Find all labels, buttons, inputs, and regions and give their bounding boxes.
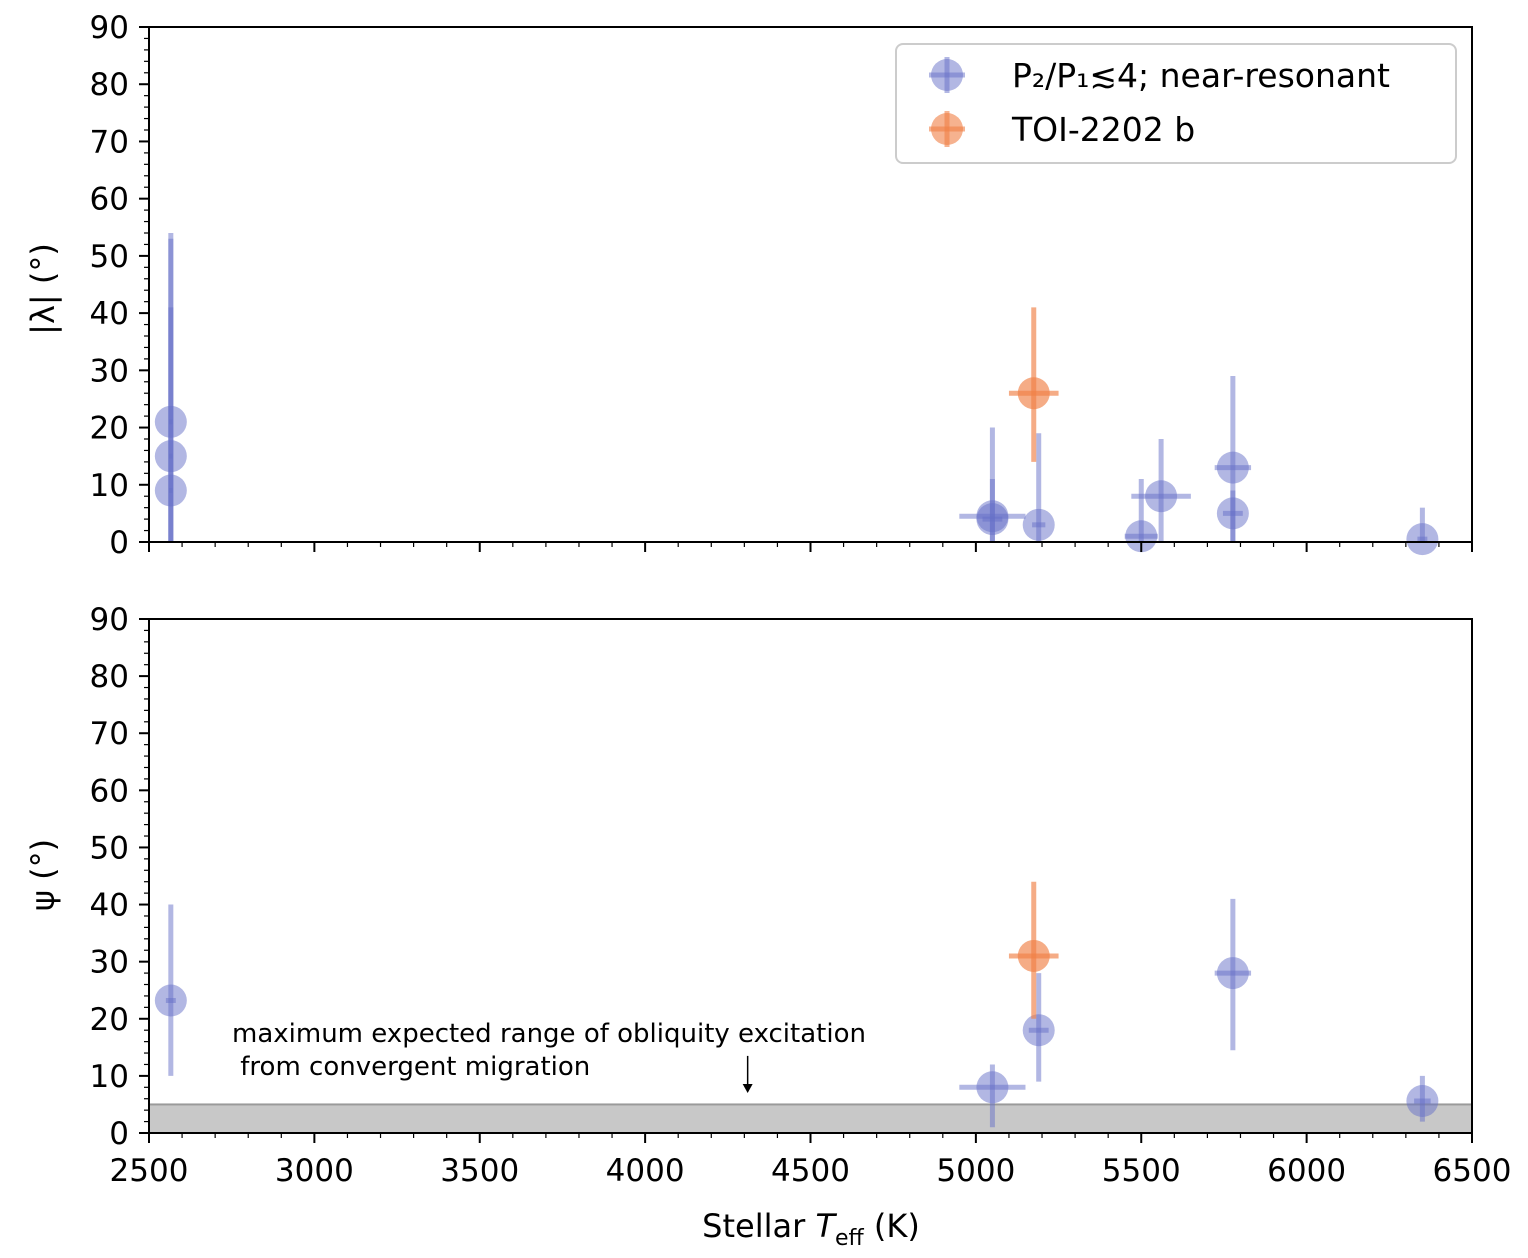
top-y-tick-label: 90	[90, 10, 129, 46]
near-resonant-point	[154, 904, 187, 1076]
legend-marker-near-resonant	[929, 57, 965, 93]
obliquity-excitation-band	[148, 1103, 1473, 1135]
x-tick-label: 4000	[606, 1153, 685, 1189]
near-resonant-point	[1131, 439, 1191, 542]
data-marker	[976, 503, 1009, 536]
data-marker	[1406, 1085, 1439, 1118]
toi-2202b-point	[1008, 307, 1059, 462]
near-resonant-point	[1022, 973, 1055, 1082]
data-marker	[1216, 497, 1249, 530]
legend-label-near-resonant: P₂/P₁≲4; near-resonant	[1012, 56, 1390, 95]
top-y-tick-label: 80	[90, 67, 129, 103]
annotation-line-2: from convergent migration	[232, 1052, 590, 1082]
bottom-y-tick-label: 40	[90, 888, 129, 924]
near-resonant-point	[1406, 507, 1439, 556]
bottom-axis-ticks: 0 10 20 30 40 50 60 70 80 90 2500 3000 3500 4000 4500 5…	[90, 602, 1512, 1189]
legend: P₂/P₁≲4; near-resonant TOI-2202 b	[895, 43, 1457, 164]
data-marker	[154, 984, 187, 1017]
bottom-y-tick-label: 50	[90, 830, 129, 866]
x-tick-label: 3500	[440, 1153, 519, 1189]
legend-label-toi-2202b: TOI-2202 b	[1011, 110, 1195, 149]
top-plot-area	[154, 233, 1439, 556]
near-resonant-point	[1124, 479, 1158, 553]
near-resonant-point	[1216, 490, 1249, 542]
data-marker	[1216, 957, 1249, 990]
bottom-y-tick-label: 60	[90, 773, 129, 809]
bottom-y-tick-label: 80	[90, 659, 129, 695]
top-y-tick-label: 10	[90, 468, 129, 504]
bottom-plot-area	[154, 881, 1439, 1128]
top-y-tick-label: 30	[90, 353, 129, 389]
top-y-tick-label: 50	[90, 239, 129, 275]
data-marker	[1017, 939, 1050, 972]
x-tick-label: 3000	[275, 1153, 354, 1189]
x-tick-label: 5500	[1102, 1153, 1181, 1189]
data-marker	[976, 1071, 1009, 1104]
legend-box	[895, 43, 1457, 164]
data-marker	[1406, 523, 1439, 556]
bottom-y-tick-label: 90	[90, 602, 129, 638]
bottom-panel: 0 10 20 30 40 50 60 70 80 90 2500 3000 3500 4000 4500 5…	[24, 602, 1511, 1251]
data-marker	[1017, 377, 1050, 410]
top-y-tick-label: 70	[90, 124, 129, 160]
bottom-y-tick-label: 30	[90, 945, 129, 981]
top-panel: 0 10 20 30 40 50 60 70 80 90 |λ| (°) P₂/P₁≲4; nea…	[24, 10, 1473, 561]
bottom-y-tick-label: 20	[90, 1002, 129, 1038]
top-y-tick-label: 0	[109, 525, 129, 561]
arrow-head	[742, 1084, 753, 1094]
bottom-y-axis-label: ψ (°)	[24, 839, 62, 911]
top-y-tick-label: 40	[90, 296, 129, 332]
near-resonant-point	[959, 1064, 1026, 1128]
x-tick-label: 5000	[936, 1153, 1015, 1189]
toi-2202b-point	[1008, 881, 1059, 1019]
bottom-y-tick-label: 0	[109, 1116, 129, 1152]
annotation-line-1: maximum expected range of obliquity exci…	[232, 1019, 866, 1049]
top-y-axis-label: |λ| (°)	[24, 243, 62, 335]
bottom-y-tick-label: 10	[90, 1059, 129, 1095]
near-resonant-point	[154, 238, 187, 542]
annotation-arrow	[742, 1055, 753, 1094]
top-y-tick-label: 60	[90, 182, 129, 218]
near-resonant-point	[1022, 433, 1055, 542]
top-y-tick-label: 20	[90, 411, 129, 447]
data-marker	[1125, 520, 1158, 553]
data-marker	[1145, 480, 1178, 513]
data-marker	[1022, 1014, 1055, 1047]
x-axis-label: Stellar Teff (K)	[702, 1207, 920, 1251]
data-marker	[154, 474, 187, 507]
x-tick-label: 6500	[1433, 1153, 1512, 1189]
near-resonant-point	[976, 479, 1009, 542]
near-resonant-point	[1406, 1075, 1439, 1122]
near-resonant-point	[1214, 898, 1252, 1051]
data-marker	[1216, 451, 1249, 484]
bottom-y-tick-label: 70	[90, 716, 129, 752]
data-marker	[1022, 508, 1055, 541]
x-tick-label: 2500	[110, 1153, 189, 1189]
legend-marker-toi-2202b	[929, 111, 965, 147]
x-tick-label: 4500	[771, 1153, 850, 1189]
top-axis-ticks: 0 10 20 30 40 50 60 70 80 90	[90, 10, 1473, 561]
x-tick-label: 6000	[1267, 1153, 1346, 1189]
